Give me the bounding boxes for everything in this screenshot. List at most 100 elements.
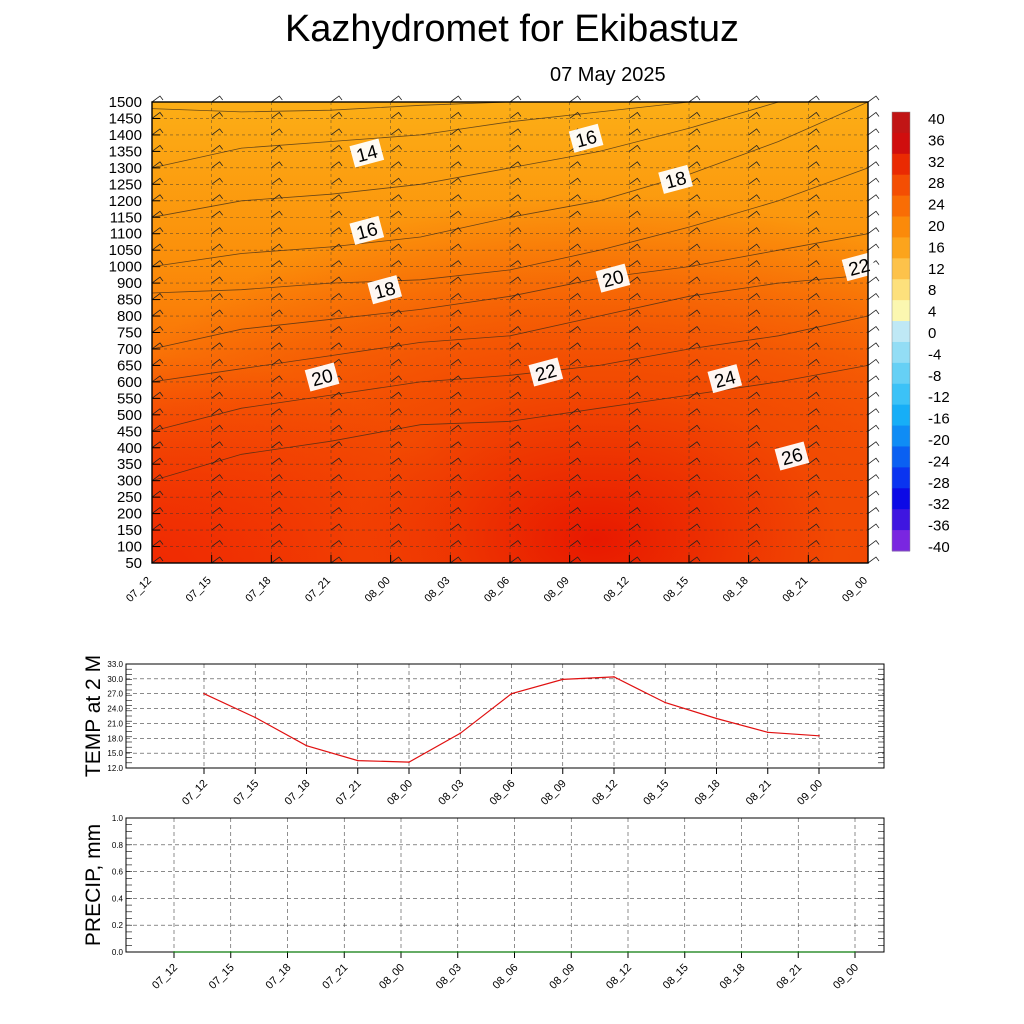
y-tick-label: 0.8: [112, 841, 124, 850]
wind-barb: [569, 441, 581, 449]
wind-barb: [748, 457, 760, 465]
wind-barb: [509, 309, 522, 317]
wind-barb: [748, 95, 760, 103]
wind-barb: [808, 293, 820, 300]
wind-barb: [808, 441, 820, 449]
wind-barb: [509, 260, 522, 267]
wind-barb: [390, 309, 402, 317]
wind-barb: [629, 210, 641, 218]
wind-barb: [450, 260, 462, 267]
wind-barb: [390, 424, 402, 432]
x-tick-label: 08_21: [780, 575, 810, 605]
x-tick-label: 07_18: [243, 575, 273, 605]
x-tick-label: 08_03: [422, 575, 452, 605]
wind-barb: [271, 276, 283, 284]
wind-barb: [330, 144, 343, 152]
wind-barb: [569, 325, 581, 333]
x-tick-label: 08_03: [434, 962, 464, 992]
wind-barb: [748, 342, 760, 350]
x-tick-label: 09_00: [831, 962, 861, 992]
wind-barb: [151, 309, 164, 317]
wind-barb: [450, 309, 462, 317]
wind-barb: [629, 424, 641, 432]
contour-line: [151, 315, 869, 432]
wind-barb: [330, 441, 343, 449]
wind-barb: [390, 375, 402, 383]
colorbar-swatch: [892, 446, 910, 468]
wind-barb: [569, 474, 581, 481]
wind-barb: [509, 457, 522, 465]
x-tick-label: 08_06: [488, 778, 518, 808]
wind-barb: [211, 358, 223, 366]
data-point: [740, 951, 743, 953]
wind-barb: [330, 128, 343, 136]
y-tick-label: 300: [117, 473, 142, 490]
wind-barb: [509, 95, 522, 103]
wind-barb: [808, 424, 820, 432]
x-tick-label: 08_12: [601, 575, 631, 605]
wind-barb: [808, 260, 820, 267]
wind-barb: [808, 309, 820, 317]
y-tick-label: 27.0: [107, 690, 123, 699]
x-tick-label: 07_21: [303, 575, 333, 605]
wind-barb: [748, 194, 760, 202]
wind-barb: [330, 177, 343, 185]
wind-barb: [808, 161, 820, 169]
wind-barb: [867, 95, 880, 103]
wind-barb: [808, 227, 820, 235]
colorbar-swatch: [892, 321, 910, 343]
colorbar-label: -8: [928, 368, 941, 385]
wind-barb: [808, 111, 820, 119]
wind-barb: [748, 441, 760, 449]
y-tick-label: 1450: [109, 110, 142, 127]
x-tick-label: 07_18: [283, 778, 313, 808]
wind-barb: [688, 95, 701, 103]
wind-barb: [330, 161, 343, 169]
wind-barb: [271, 227, 283, 235]
wind-barb: [330, 523, 343, 531]
wind-barb: [509, 293, 522, 300]
wind-barb: [509, 490, 522, 498]
wind-barb: [271, 95, 283, 103]
x-tick-label: 08_18: [718, 962, 748, 992]
y-tick-label: 0.4: [112, 894, 124, 903]
wind-barb: [509, 507, 522, 514]
y-tick-label: 900: [117, 275, 142, 292]
wind-barb: [808, 474, 820, 481]
wind-barb: [450, 523, 462, 531]
wind-barb: [629, 342, 641, 350]
wind-barb: [748, 391, 760, 399]
wind-barb: [390, 111, 402, 119]
colorbar-swatch: [892, 153, 910, 176]
x-tick-label: 07_15: [207, 962, 237, 992]
wind-barb: [330, 539, 343, 547]
colorbar-label: 4: [928, 304, 936, 321]
wind-barb: [151, 556, 164, 564]
wind-barb: [450, 325, 462, 333]
wind-barb: [629, 490, 641, 498]
x-tick-label: 08_21: [774, 962, 804, 992]
x-tick-label: 09_00: [840, 575, 870, 605]
wind-barb: [808, 194, 820, 202]
wind-barb: [509, 276, 522, 284]
wind-barb: [569, 539, 581, 547]
wind-barb: [688, 227, 701, 235]
wind-barb: [867, 342, 880, 350]
y-tick-label: 0.6: [112, 868, 124, 877]
wind-barb: [151, 474, 164, 481]
wind-barb: [748, 144, 760, 152]
data-point: [356, 759, 359, 762]
wind-barb: [867, 177, 880, 185]
wind-barb: [629, 325, 641, 333]
wind-barb: [211, 227, 223, 235]
wind-barb: [509, 408, 522, 416]
panel-ylabel: TEMP at 2 M: [82, 655, 105, 777]
wind-barb: [271, 358, 283, 366]
wind-barb: [629, 507, 641, 514]
panel-frame: [125, 663, 885, 769]
wind-barb: [390, 177, 402, 185]
chart-date: 07 May 2025: [550, 64, 666, 86]
x-tick-label: 07_18: [264, 962, 294, 992]
colorbar-swatch: [892, 362, 910, 385]
wind-barb: [271, 408, 283, 416]
